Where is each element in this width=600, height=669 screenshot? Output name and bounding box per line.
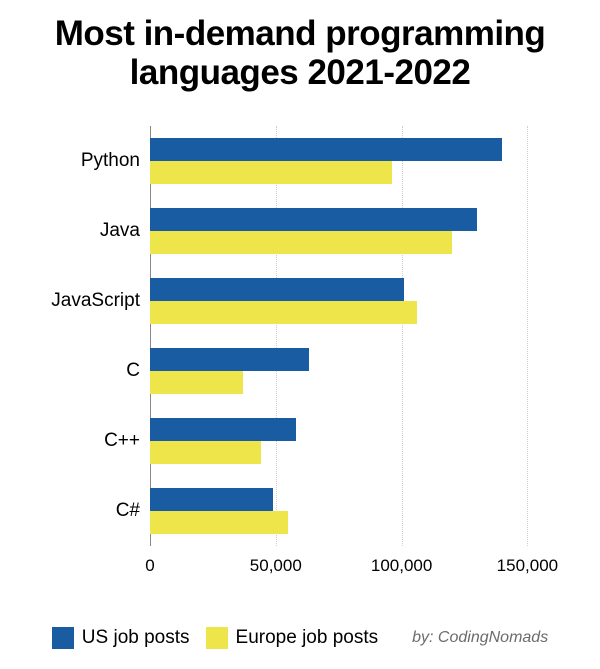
bar-group: C++ (150, 406, 540, 476)
bar-us (150, 418, 296, 441)
plot-area: PythonJavaJavaScriptCC++C# (150, 126, 540, 546)
attribution: by: CodingNomads (412, 629, 548, 647)
legend-swatch-europe (206, 627, 228, 649)
x-tick-label: 50,000 (250, 556, 302, 576)
title-line-2: languages 2021-2022 (20, 53, 580, 92)
bar-us (150, 348, 309, 371)
bar-europe (150, 441, 261, 464)
x-tick-label: 150,000 (497, 556, 558, 576)
legend: US job posts Europe job posts by: Coding… (0, 627, 600, 649)
legend-item-us: US job posts (52, 627, 190, 649)
x-tick-label: 0 (145, 556, 154, 576)
bar-group: JavaScript (150, 266, 540, 336)
legend-label-europe: Europe job posts (236, 627, 379, 649)
bar-us (150, 488, 273, 511)
title-line-1: Most in-demand programming (20, 14, 580, 53)
legend-swatch-us (52, 627, 74, 649)
bar-us (150, 278, 404, 301)
bar-us (150, 138, 502, 161)
y-axis-label: Python (81, 150, 150, 172)
bar-group: Java (150, 196, 540, 266)
y-axis-label: C# (116, 500, 150, 522)
y-axis-label: JavaScript (51, 290, 150, 312)
legend-label-us: US job posts (82, 627, 190, 649)
bar-europe (150, 511, 288, 534)
bar-europe (150, 371, 243, 394)
bar-europe (150, 301, 417, 324)
y-axis-label: C++ (104, 430, 150, 452)
bar-europe (150, 161, 392, 184)
chart-area: PythonJavaJavaScriptCC++C# 050,000100,00… (20, 116, 580, 586)
chart-container: Most in-demand programming languages 202… (0, 0, 600, 669)
bar-group: Python (150, 126, 540, 196)
y-axis-label: Java (100, 220, 150, 242)
bar-group: C (150, 336, 540, 406)
bar-us (150, 208, 477, 231)
bar-group: C# (150, 476, 540, 546)
bar-europe (150, 231, 452, 254)
chart-title: Most in-demand programming languages 202… (20, 14, 580, 92)
x-tick-label: 100,000 (371, 556, 432, 576)
legend-item-europe: Europe job posts (206, 627, 379, 649)
y-axis-label: C (126, 360, 150, 382)
